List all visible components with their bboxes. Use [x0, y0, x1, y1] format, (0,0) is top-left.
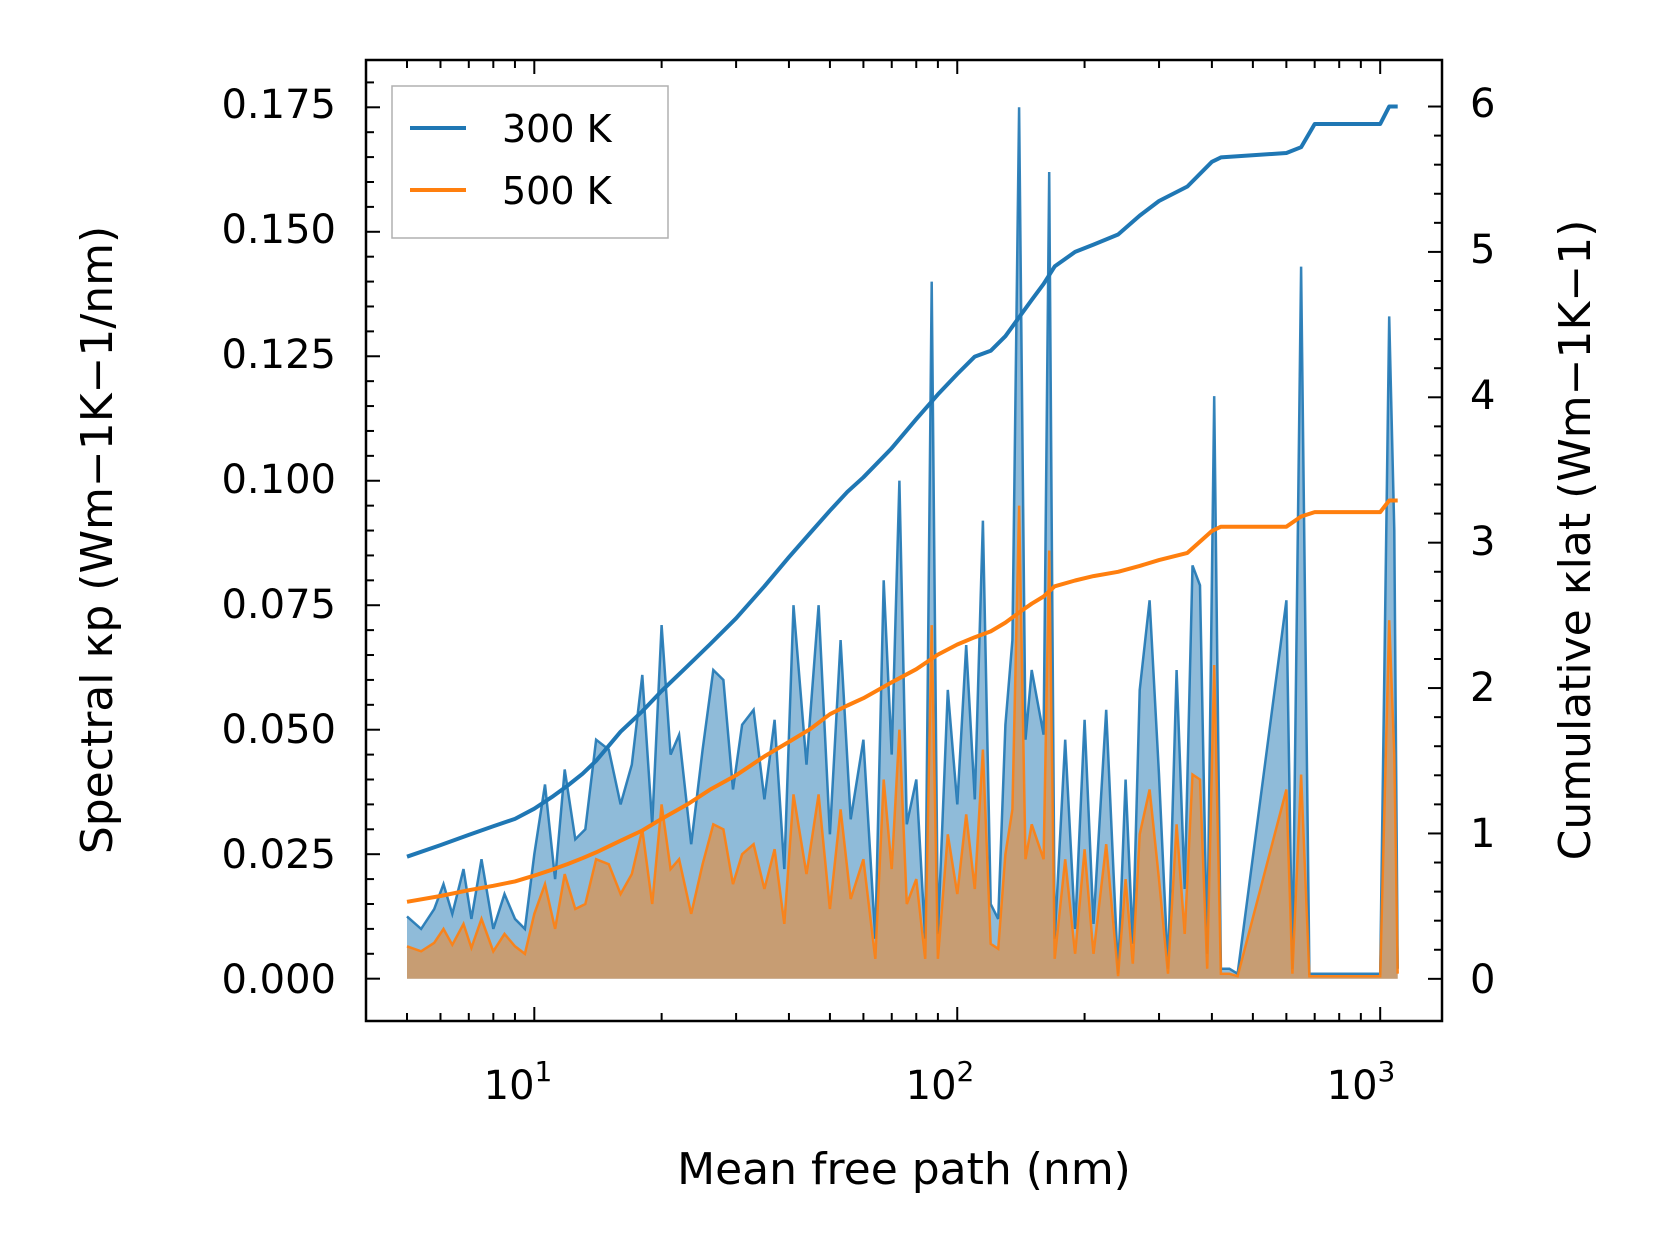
left-y-tick-label: 0.075	[221, 582, 336, 628]
legend: 300 K 500 K	[391, 85, 669, 239]
left-y-axis-label: Spectral κp (Wm−1K−1/nm)	[72, 226, 123, 854]
legend-label-500k: 500 K	[502, 169, 613, 213]
cumulative-300k-line	[406, 104, 1398, 859]
axes-frame	[364, 58, 1444, 1023]
right-y-tick-label: 3	[1470, 519, 1495, 565]
x-tick-label: 102	[906, 1055, 975, 1109]
axis-ticks	[365, 60, 1442, 1021]
left-y-tick-labels: 0.000 0.025 0.050 0.075 0.100 0.125 0.15…	[221, 82, 336, 1003]
spectral-300k-area	[407, 107, 1398, 979]
legend-box	[391, 85, 669, 239]
right-y-tick-label: 1	[1470, 811, 1495, 857]
right-y-tick-label: 4	[1470, 373, 1495, 419]
spectral-500k-line	[406, 505, 1399, 978]
left-y-tick-label: 0.025	[221, 832, 336, 878]
x-tick-label: 101	[484, 1055, 553, 1109]
x-tick-label: 103	[1327, 1055, 1396, 1109]
right-y-axis-label: Cumulative κlat (Wm−1K−1)	[1550, 220, 1601, 861]
left-y-tick-label: 0.125	[221, 332, 336, 378]
left-y-tick-label: 0.100	[221, 457, 336, 503]
right-y-tick-label: 5	[1470, 227, 1495, 273]
right-y-tick-label: 0	[1470, 957, 1495, 1003]
right-y-tick-label: 6	[1470, 81, 1495, 127]
left-y-tick-label: 0.050	[221, 707, 336, 753]
spectral-500k-area	[407, 505, 1398, 979]
left-y-tick-label: 0.175	[221, 82, 336, 128]
legend-label-300k: 300 K	[502, 107, 613, 151]
spectral-300k-line	[406, 107, 1399, 976]
right-y-tick-labels: 0 1 2 3 4 5 6	[1470, 81, 1495, 1003]
cumulative-500k-line	[406, 498, 1398, 904]
x-tick-labels: 101 102 103	[484, 1055, 1396, 1109]
left-y-tick-label: 0.000	[221, 957, 336, 1003]
left-y-tick-label: 0.150	[221, 207, 336, 253]
right-y-tick-label: 2	[1470, 665, 1495, 711]
x-axis-label: Mean free path (nm)	[677, 1144, 1131, 1195]
plot-area	[406, 104, 1399, 979]
